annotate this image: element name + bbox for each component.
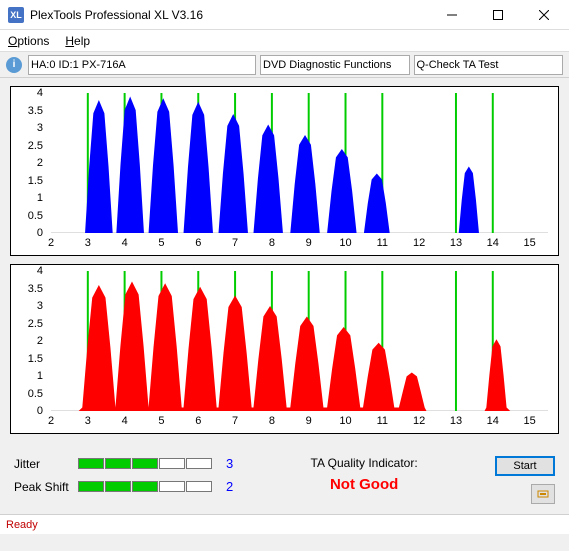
function-select[interactable]: DVD Diagnostic Functions <box>260 55 410 75</box>
bar-segment <box>132 481 158 492</box>
chart-top-ylabels: 00.511.522.533.54 <box>11 93 47 233</box>
chart-bottom-ylabels: 00.511.522.533.54 <box>11 271 47 411</box>
bar-segment <box>186 458 212 469</box>
peakshift-row: Peak Shift 2 <box>14 479 233 494</box>
chart-area: 00.511.522.533.54 23456789101112131415 0… <box>0 78 569 446</box>
more-button[interactable] <box>531 484 555 504</box>
bar-segment <box>159 458 185 469</box>
maximize-button[interactable] <box>475 0 521 30</box>
menu-options[interactable]: Options <box>8 34 49 48</box>
quality-indicator: TA Quality Indicator: Not Good <box>233 456 495 493</box>
bar-segment <box>105 458 131 469</box>
jitter-bars <box>78 458 212 469</box>
chart-top-svg <box>51 93 548 233</box>
app-icon: XL <box>8 7 24 23</box>
bar-segment <box>105 481 131 492</box>
chart-top: 00.511.522.533.54 23456789101112131415 <box>10 86 559 256</box>
info-icon[interactable]: i <box>6 57 22 73</box>
chart-bottom-svg <box>51 271 548 411</box>
more-icon <box>537 489 549 499</box>
bar-segment <box>159 481 185 492</box>
peakshift-label: Peak Shift <box>14 480 70 494</box>
start-button[interactable]: Start <box>495 456 555 476</box>
titlebar: XL PlexTools Professional XL V3.16 <box>0 0 569 30</box>
peakshift-bars <box>78 481 212 492</box>
chart-bottom: 00.511.522.533.54 23456789101112131415 <box>10 264 559 434</box>
test-select[interactable]: Q-Check TA Test <box>414 55 564 75</box>
quality-label: TA Quality Indicator: <box>233 456 495 470</box>
bar-segment <box>78 458 104 469</box>
bar-segment <box>78 481 104 492</box>
bar-segment <box>132 458 158 469</box>
menubar: Options Help <box>0 30 569 52</box>
metrics: Jitter 3 Peak Shift 2 <box>14 456 233 494</box>
minimize-button[interactable] <box>429 0 475 30</box>
jitter-row: Jitter 3 <box>14 456 233 471</box>
close-button[interactable] <box>521 0 567 30</box>
peakshift-value: 2 <box>226 479 233 494</box>
chart-top-xlabels: 23456789101112131415 <box>51 237 548 253</box>
bottom-panel: Jitter 3 Peak Shift 2 TA Quality Indicat… <box>0 446 569 514</box>
menu-help[interactable]: Help <box>65 34 90 48</box>
toolbar: i HA:0 ID:1 PX-716A DVD Diagnostic Funct… <box>0 52 569 78</box>
quality-value: Not Good <box>233 476 495 493</box>
drive-select[interactable]: HA:0 ID:1 PX-716A <box>28 55 256 75</box>
statusbar: Ready <box>0 514 569 534</box>
jitter-label: Jitter <box>14 457 70 471</box>
window-title: PlexTools Professional XL V3.16 <box>30 8 429 22</box>
status-text: Ready <box>6 519 38 531</box>
chart-bottom-xlabels: 23456789101112131415 <box>51 415 548 431</box>
jitter-value: 3 <box>226 456 233 471</box>
bar-segment <box>186 481 212 492</box>
